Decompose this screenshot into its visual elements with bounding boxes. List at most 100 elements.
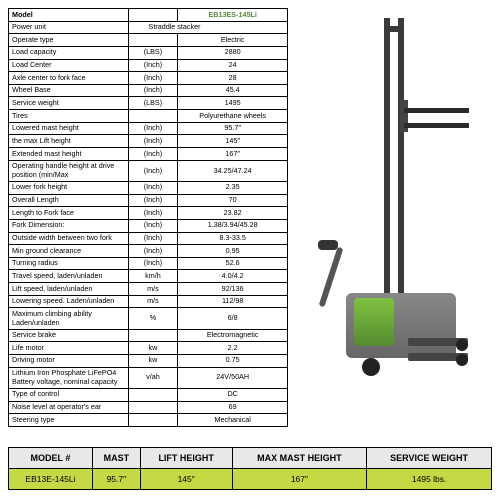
spec-unit: (LBS) xyxy=(128,97,178,110)
summary-header: LIFT HEIGHT xyxy=(140,447,232,468)
spec-value: 52.6 xyxy=(178,257,288,270)
spec-unit: v/ah xyxy=(128,367,178,388)
spec-row: Min ground clearance(Inch)0.95 xyxy=(9,245,288,258)
spec-row: Tires Polyurethane wheels xyxy=(9,110,288,123)
spec-label: Power unit xyxy=(9,21,129,34)
spec-row: Wheel Base(Inch)45.4 xyxy=(9,84,288,97)
spec-unit: (Inch) xyxy=(128,245,178,258)
spec-value: Electromagnetic xyxy=(178,329,288,342)
spec-value: 112/98 xyxy=(178,295,288,308)
spec-value: 1.38/3.94/45.28 xyxy=(178,219,288,232)
spec-value: 24 xyxy=(178,59,288,72)
spec-value: 0.75 xyxy=(178,354,288,367)
spec-row: Overall Length(Inch)70 xyxy=(9,194,288,207)
spec-label: Steering type xyxy=(9,414,129,427)
spec-header-value: EB13ES-145Li xyxy=(178,9,288,22)
spec-label: Lift speed, laden/unladen xyxy=(9,283,129,296)
spec-label: Load Center xyxy=(9,59,129,72)
summary-cell: 167″ xyxy=(232,468,367,489)
spec-label: Type of control xyxy=(9,388,129,401)
spec-label: Lithium Iron Phosphate LiFePO4 Battery v… xyxy=(9,367,129,388)
spec-value: 69 xyxy=(178,401,288,414)
spec-label: Axle center to fork face xyxy=(9,72,129,85)
spec-unit: (Inch) xyxy=(128,59,178,72)
spec-row: Load capacity(LBS)2880 xyxy=(9,46,288,59)
spec-label: the max Lift height xyxy=(9,135,129,148)
spec-value: 45.4 xyxy=(178,84,288,97)
spec-unit: (Inch) xyxy=(128,160,178,181)
spec-row: Service weight(LBS)1495 xyxy=(9,97,288,110)
spec-label: Operating handle height at drive positio… xyxy=(9,160,129,181)
spec-value: 70 xyxy=(178,194,288,207)
spec-label: Length to Fork face xyxy=(9,207,129,220)
spec-row: Lower fork height(Inch)2.35 xyxy=(9,181,288,194)
spec-value: Electric xyxy=(178,34,288,47)
spec-label: Service weight xyxy=(9,97,129,110)
spec-unit xyxy=(128,401,178,414)
spec-unit: (Inch) xyxy=(128,148,178,161)
spec-row: Outside width between two fork(Inch)8.3-… xyxy=(9,232,288,245)
spec-row: Fork Dimension:(Inch)1.38/3.94/45.28 xyxy=(9,219,288,232)
summary-table: MODEL #MASTLIFT HEIGHTMAX MAST HEIGHTSER… xyxy=(8,447,492,490)
spec-value: 23.82 xyxy=(178,207,288,220)
spec-row: Load Center(Inch)24 xyxy=(9,59,288,72)
spec-row: Lithium Iron Phosphate LiFePO4 Battery v… xyxy=(9,367,288,388)
spec-unit: kw xyxy=(128,342,178,355)
spec-label: Life motor xyxy=(9,342,129,355)
spec-row: Lowered mast height(Inch)95.7″ xyxy=(9,122,288,135)
spec-value: Polyurethane wheels xyxy=(178,110,288,123)
spec-label: Lowering speed. Laden/unladen xyxy=(9,295,129,308)
spec-unit xyxy=(128,329,178,342)
spec-row: Lift speed, laden/unladenm/s92/136 xyxy=(9,283,288,296)
spec-row: Service brake Electromagnetic xyxy=(9,329,288,342)
spec-label: Operate type xyxy=(9,34,129,47)
spec-unit: m/s xyxy=(128,295,178,308)
spec-row: Lowering speed. Laden/unladenm/s112/98 xyxy=(9,295,288,308)
spec-row: Travel speed, laden/unladenkm/h4.0/4.2 xyxy=(9,270,288,283)
spec-value: 1495 xyxy=(178,97,288,110)
spec-label: Overall Length xyxy=(9,194,129,207)
spec-row: Maximum climbing ability Laden/unladen%6… xyxy=(9,308,288,329)
spec-unit: (Inch) xyxy=(128,122,178,135)
spec-value: 0.95 xyxy=(178,245,288,258)
spec-header-unit xyxy=(128,9,178,22)
spec-row: the max Lift height(Inch)145″ xyxy=(9,135,288,148)
spec-row: Axle center to fork face(Inch)28 xyxy=(9,72,288,85)
spec-row: Power unitStraddle stacker xyxy=(9,21,288,34)
spec-unit: (Inch) xyxy=(128,181,178,194)
spec-value: 24V/50AH xyxy=(178,367,288,388)
spec-unit: % xyxy=(128,308,178,329)
spec-value: 2880 xyxy=(178,46,288,59)
spec-label: Fork Dimension: xyxy=(9,219,129,232)
spec-label: Outside width between two fork xyxy=(9,232,129,245)
summary-cell: EB13E-145Li xyxy=(9,468,93,489)
spec-unit: (LBS) xyxy=(128,46,178,59)
spec-label: Tires xyxy=(9,110,129,123)
spec-row: Length to Fork face(Inch)23.82 xyxy=(9,207,288,220)
spec-header-label: Model xyxy=(9,9,129,22)
spec-unit xyxy=(128,34,178,47)
spec-label: Extended mast height xyxy=(9,148,129,161)
spec-value: 6/8 xyxy=(178,308,288,329)
spec-value: 28 xyxy=(178,72,288,85)
spec-label: Maximum climbing ability Laden/unladen xyxy=(9,308,129,329)
product-image xyxy=(296,8,492,427)
spec-unit: (Inch) xyxy=(128,84,178,97)
spec-unit xyxy=(128,110,178,123)
spec-unit: (Inch) xyxy=(128,135,178,148)
summary-cell: 95.7″ xyxy=(92,468,140,489)
spec-unit: (Inch) xyxy=(128,72,178,85)
spec-label: Lower fork height xyxy=(9,181,129,194)
spec-row: Operate type Electric xyxy=(9,34,288,47)
spec-value: 2.35 xyxy=(178,181,288,194)
spec-value: DC xyxy=(178,388,288,401)
spec-value: 95.7″ xyxy=(178,122,288,135)
summary-header: MAST xyxy=(92,447,140,468)
spec-row: Life motorkw2.2 xyxy=(9,342,288,355)
spec-row: Extended mast height(Inch)167″ xyxy=(9,148,288,161)
spec-table: Model EB13ES-145LiPower unitStraddle stac… xyxy=(8,8,288,427)
spec-label: Service brake xyxy=(9,329,129,342)
spec-value: Mechanical xyxy=(178,414,288,427)
spec-value: 2.2 xyxy=(178,342,288,355)
spec-label: Lowered mast height xyxy=(9,122,129,135)
